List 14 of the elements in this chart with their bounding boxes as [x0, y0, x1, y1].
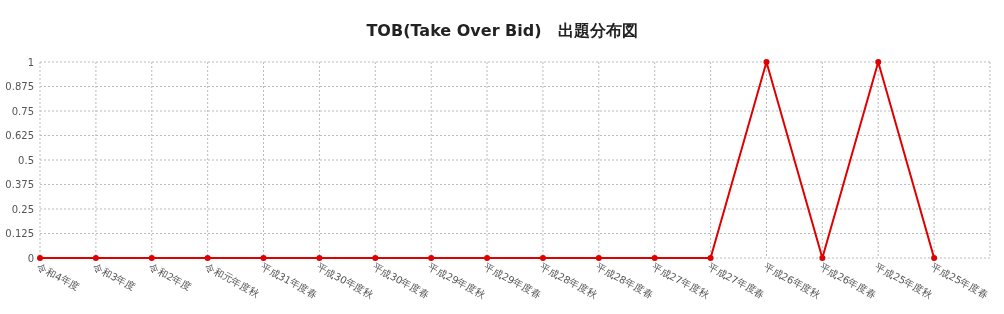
xtick: 令和元年度秋	[202, 261, 262, 299]
xtick: 令和3年度	[91, 261, 138, 293]
ytick: 0.375	[5, 179, 34, 190]
ytick: 1	[27, 56, 34, 68]
ytick: 0.125	[5, 228, 34, 239]
ytick: 0.25	[11, 203, 34, 215]
ytick: 0.75	[11, 105, 34, 117]
ytick: 0	[27, 252, 34, 264]
ytick: 0.875	[5, 81, 34, 92]
ytick: 0.5	[18, 154, 34, 166]
title: TOB(Take Over Bid) 出題分布図	[366, 21, 638, 40]
xtick: 令和2年度	[147, 261, 194, 293]
xtick: 令和4年度	[35, 261, 82, 293]
ytick: 0.625	[5, 130, 34, 141]
